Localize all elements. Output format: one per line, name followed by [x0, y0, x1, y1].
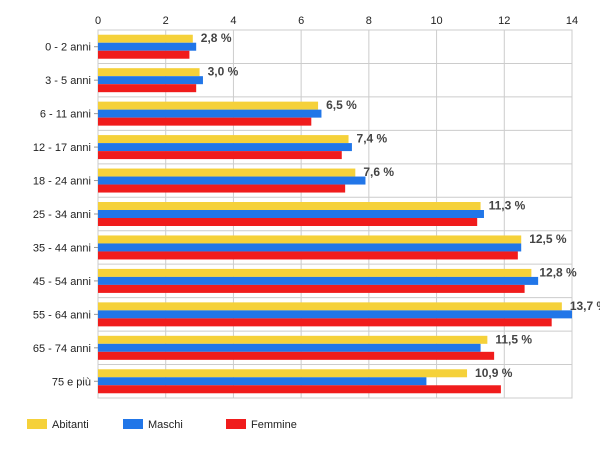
bar-abitanti-7	[98, 268, 532, 277]
bar-maschi-1	[98, 76, 203, 85]
x-tick-label: 8	[366, 15, 372, 27]
category-label: 35 - 44 anni	[33, 242, 91, 254]
bar-femmine-1	[98, 84, 197, 93]
bar-maschi-9	[98, 343, 481, 352]
bar-abitanti-3	[98, 135, 349, 144]
category-label: 0 - 2 anni	[45, 42, 91, 54]
bar-femmine-8	[98, 318, 552, 327]
bar-femmine-2	[98, 117, 312, 126]
legend-label: Maschi	[148, 419, 183, 431]
category-label: 65 - 74 anni	[33, 343, 91, 355]
legend-label: Femmine	[251, 419, 297, 431]
bar-abitanti-4	[98, 168, 356, 177]
bar-femmine-0	[98, 50, 190, 59]
bar-abitanti-8	[98, 302, 562, 311]
bar-maschi-10	[98, 377, 427, 386]
x-tick-label: 4	[230, 15, 236, 27]
legend-label: Abitanti	[52, 419, 89, 431]
x-tick-label: 0	[95, 15, 101, 27]
bar-femmine-10	[98, 385, 501, 394]
bar-femmine-5	[98, 218, 478, 226]
data-label: 12,8 %	[539, 265, 577, 279]
bar-femmine-7	[98, 284, 525, 293]
bar-femmine-4	[98, 184, 346, 193]
data-label: 6,5 %	[326, 98, 357, 112]
data-label: 11,3 %	[489, 199, 526, 213]
category-label: 25 - 34 anni	[33, 209, 91, 221]
legend-swatch-femmine	[226, 419, 246, 429]
bar-abitanti-0	[98, 34, 193, 43]
bar-abitanti-9	[98, 335, 488, 344]
category-label: 12 - 17 anni	[33, 142, 91, 154]
bar-abitanti-5	[98, 202, 481, 210]
data-label: 12,5 %	[529, 232, 567, 246]
bar-abitanti-6	[98, 235, 522, 244]
bar-maschi-4	[98, 176, 366, 185]
category-label: 18 - 24 anni	[33, 176, 91, 188]
category-label: 3 - 5 anni	[45, 75, 91, 87]
x-tick-label: 6	[298, 15, 304, 27]
category-label: 6 - 11 anni	[40, 109, 91, 121]
bar-maschi-5	[98, 210, 484, 218]
bar-femmine-3	[98, 151, 342, 160]
bar-abitanti-2	[98, 101, 319, 110]
category-label: 45 - 54 anni	[33, 276, 91, 288]
x-tick-label: 2	[163, 15, 169, 27]
data-label: 10,9 %	[475, 366, 513, 380]
bar-maschi-3	[98, 143, 352, 152]
bar-abitanti-1	[98, 68, 200, 77]
category-label: 55 - 64 anni	[33, 309, 91, 321]
x-tick-label: 12	[498, 15, 510, 27]
bar-abitanti-10	[98, 369, 468, 378]
bar-maschi-0	[98, 42, 197, 51]
bar-maschi-8	[98, 310, 572, 319]
data-label: 13,7 %	[570, 299, 600, 313]
category-label: 75 e più	[52, 376, 91, 388]
data-label: 2,8 %	[201, 31, 232, 45]
bar-maschi-7	[98, 276, 539, 285]
bar-maschi-6	[98, 243, 522, 252]
x-tick-label: 14	[566, 15, 578, 27]
x-tick-label: 10	[430, 15, 442, 27]
data-label: 7,6 %	[363, 165, 394, 179]
legend-swatch-maschi	[123, 419, 143, 429]
legend-swatch-abitanti	[27, 419, 47, 429]
data-label: 7,4 %	[357, 132, 388, 146]
data-label: 3,0 %	[208, 65, 239, 79]
data-label: 11,5 %	[495, 332, 532, 346]
bar-maschi-2	[98, 109, 322, 118]
bar-femmine-6	[98, 251, 518, 260]
bar-femmine-9	[98, 351, 495, 360]
